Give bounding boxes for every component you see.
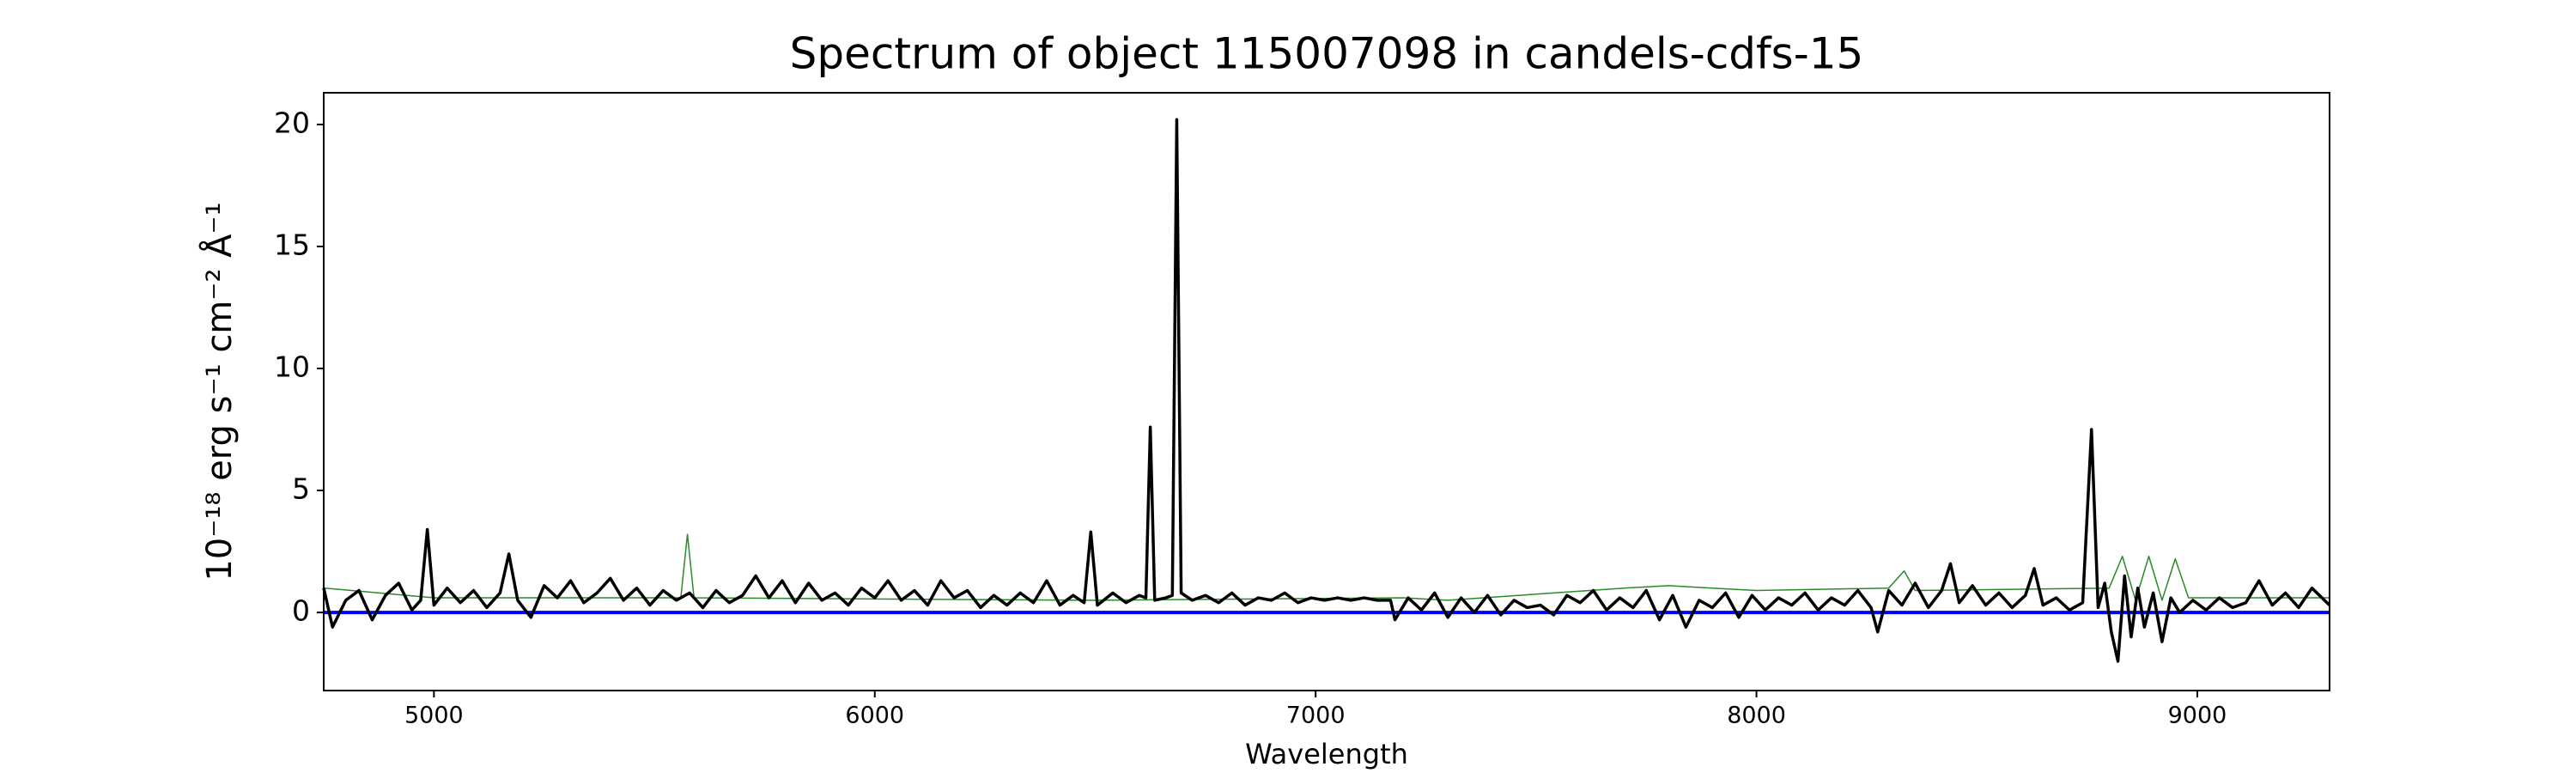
x-tick-label: 8000	[1727, 703, 1786, 729]
x-tick-label: 9000	[2168, 703, 2227, 729]
spectrum-line	[323, 533, 2330, 601]
chart-title: Spectrum of object 115007098 in candels-…	[790, 29, 1864, 79]
y-tick-label: 15	[274, 228, 310, 261]
plot-frame	[323, 92, 2330, 691]
y-tick-label: 20	[274, 106, 310, 139]
y-tick-label: 5	[292, 472, 310, 506]
y-axis-label: 10⁻¹⁸ erg s⁻¹ cm⁻² Å⁻¹	[198, 202, 240, 581]
x-tick-label: 5000	[404, 703, 464, 729]
x-tick-label: 7000	[1286, 703, 1346, 729]
spectrum-line	[322, 118, 2331, 663]
x-axis-label: Wavelength	[1245, 738, 1408, 770]
y-tick-label: 0	[292, 594, 310, 628]
x-tick-label: 6000	[845, 703, 904, 729]
y-tick-label: 10	[274, 350, 310, 384]
